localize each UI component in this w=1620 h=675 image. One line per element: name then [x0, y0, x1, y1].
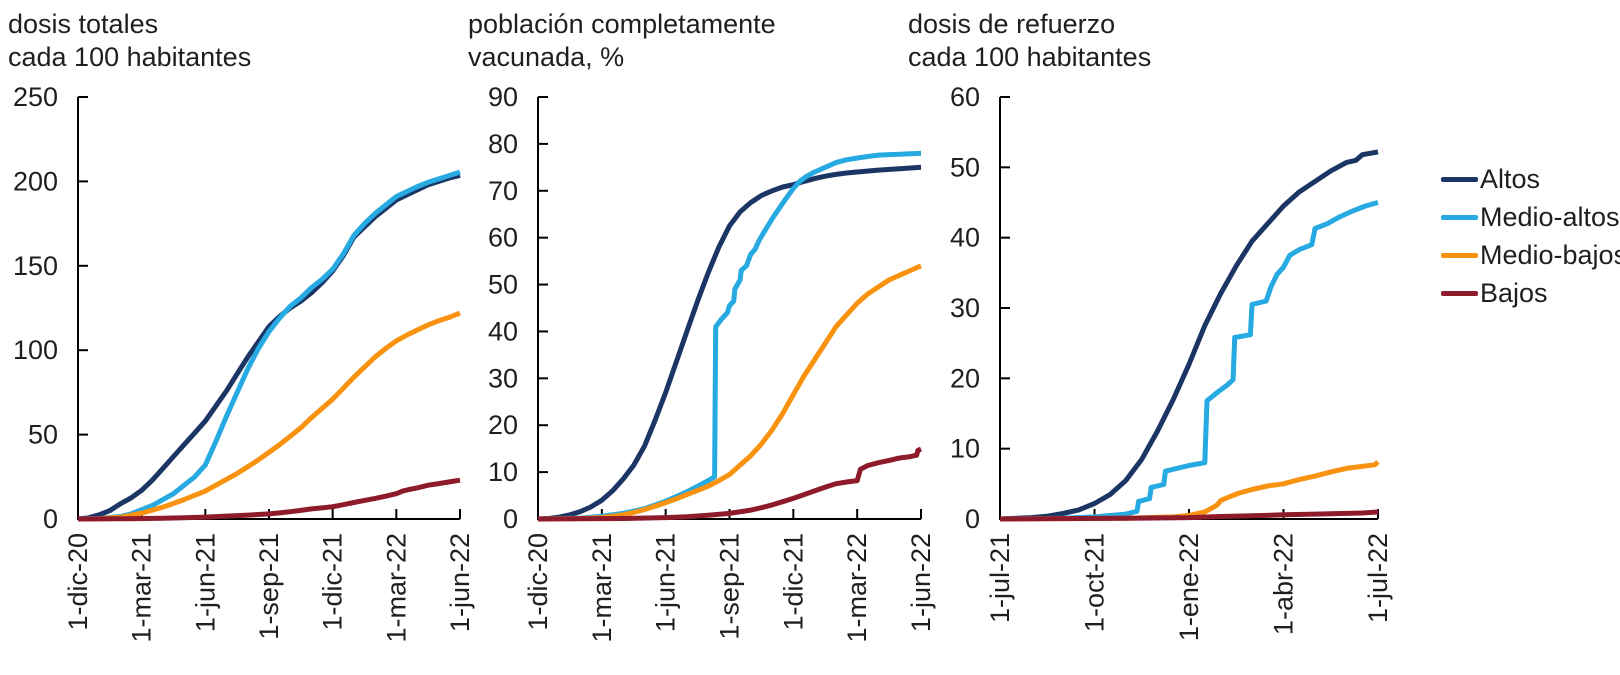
- legend-label: Altos: [1480, 164, 1541, 194]
- x-tick-label: 1-dic-20: [523, 533, 553, 631]
- x-tick-label: 1-jul-21: [985, 533, 1015, 623]
- legend-line-medio-altos: [1441, 215, 1478, 220]
- y-tick-label: 40: [488, 316, 518, 346]
- series-line-medio-bajos: [537, 263, 923, 522]
- x-tick-label: 1-mar-21: [127, 533, 157, 643]
- chart-fully-vaccinated: 0 10 20 30 40 50 60 70 80 90 1-dic-20 1-mar-21 1-jun…: [488, 82, 936, 643]
- legend-line-altos: [1441, 177, 1478, 182]
- y-tick-label: 50: [28, 420, 58, 450]
- x-tick-label: 1-jun-21: [190, 533, 220, 632]
- chart-title-total-doses: dosis totales cada 100 habitantes: [8, 8, 251, 74]
- y-tick-label: 80: [488, 129, 518, 159]
- y-tick-label: 200: [13, 166, 58, 196]
- legend-line-bajos: [1441, 291, 1478, 296]
- legend-label: Medio-altos: [1480, 202, 1620, 232]
- chart-title-line: cada 100 habitantes: [908, 42, 1152, 72]
- y-tick-label: 10: [950, 434, 980, 464]
- y-tick-label: 20: [950, 363, 980, 393]
- x-tick-label: 1-jun-21: [651, 533, 681, 632]
- legend-item-bajos: Bajos: [1441, 278, 1620, 308]
- y-tick-label: 60: [488, 223, 518, 253]
- x-tick-label: 1-dic-21: [318, 533, 348, 631]
- series-line-bajos: [77, 477, 461, 522]
- axis: [999, 97, 1378, 520]
- series-line-altos: [999, 149, 1379, 522]
- chart-title-line: cada 100 habitantes: [8, 42, 252, 72]
- chart-title-booster-doses: dosis de refuerzo cada 100 habitantes: [908, 8, 1151, 74]
- x-tick-label: 1-mar-21: [587, 533, 617, 643]
- x-tick-label: 1-jun-22: [906, 533, 936, 632]
- series-line-bajos: [999, 509, 1379, 522]
- y-tick-label: 250: [13, 82, 58, 112]
- y-tick-label: 10: [488, 457, 518, 487]
- x-tick-label: 1-mar-22: [381, 533, 411, 643]
- y-tick-label: 0: [43, 504, 58, 534]
- series-line-bajos: [537, 446, 923, 522]
- chart-title-line: dosis totales: [8, 9, 159, 39]
- axis: [77, 97, 460, 520]
- legend-item-altos: Altos: [1441, 164, 1620, 194]
- series-line-medio-bajos: [77, 310, 461, 522]
- x-tick-label: 1-jun-22: [445, 533, 475, 632]
- chart-booster-doses: 0 10 20 30 40 50 60 1-jul-21 1-oct-21 1-ene-22 1-a…: [950, 82, 1393, 641]
- x-tick-label: 1-oct-21: [1080, 533, 1110, 632]
- chart-title-line: población completamente: [468, 9, 776, 39]
- chart-title-line: vacunada, %: [468, 42, 625, 72]
- x-tick-label: 1-ene-22: [1174, 533, 1204, 641]
- y-tick-label: 90: [488, 82, 518, 112]
- y-tick-label: 40: [950, 223, 980, 253]
- series-line-medio-altos: [537, 150, 922, 522]
- series-line-altos: [77, 173, 461, 522]
- x-tick-label: 1-sep-21: [254, 533, 284, 640]
- x-tick-label: 1-dic-20: [63, 533, 93, 631]
- series-line-medio-altos: [77, 169, 461, 522]
- y-tick-label: 100: [13, 335, 58, 365]
- legend-label: Bajos: [1480, 278, 1548, 308]
- x-tick-label: 1-mar-22: [842, 533, 872, 643]
- y-tick-label: 50: [488, 270, 518, 300]
- y-tick-label: 50: [950, 152, 980, 182]
- series-line-altos: [537, 164, 922, 522]
- chart-title-line: dosis de refuerzo: [908, 9, 1116, 39]
- x-tick-label: 1-abr-22: [1269, 533, 1299, 635]
- chart-total-doses: 0 50 100 150 200 250 1-dic-20 1-mar-21 1-jun-21 1…: [13, 82, 475, 643]
- x-tick-label: 1-dic-21: [778, 533, 808, 631]
- legend-item-medio-bajos: Medio-bajos: [1441, 240, 1620, 270]
- x-tick-label: 1-sep-21: [715, 533, 745, 640]
- x-tick-label: 1-jul-22: [1363, 533, 1393, 623]
- legend-label: Medio-bajos: [1480, 240, 1620, 270]
- y-tick-label: 30: [488, 363, 518, 393]
- legend: Altos Medio-altos Medio-bajos Bajos: [1441, 164, 1620, 308]
- y-tick-label: 150: [13, 251, 58, 281]
- chart-title-fully-vaccinated: población completamente vacunada, %: [468, 8, 776, 74]
- y-tick-label: 0: [965, 504, 980, 534]
- legend-item-medio-altos: Medio-altos: [1441, 202, 1620, 232]
- y-tick-label: 70: [488, 176, 518, 206]
- y-tick-label: 30: [950, 293, 980, 323]
- y-tick-label: 20: [488, 410, 518, 440]
- series-line-medio-altos: [999, 200, 1379, 522]
- y-tick-label: 0: [503, 504, 518, 534]
- y-tick-label: 60: [950, 82, 980, 112]
- legend-line-medio-bajos: [1441, 253, 1478, 258]
